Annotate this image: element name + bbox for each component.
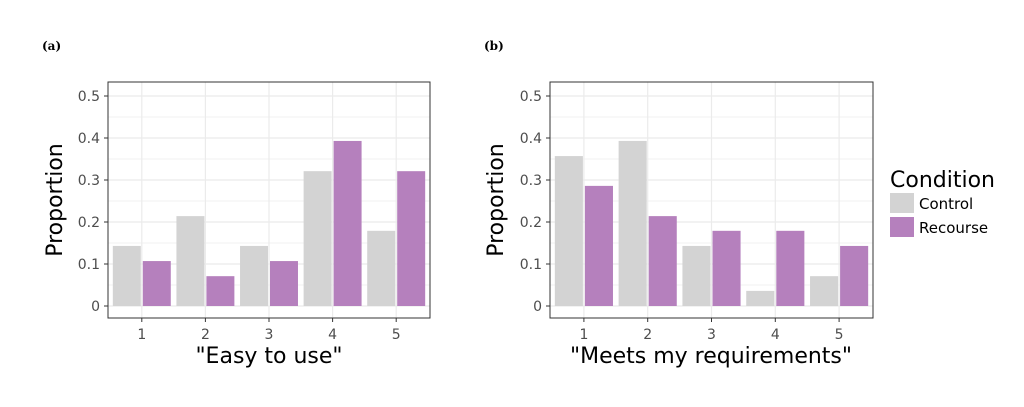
bar-recourse-2	[206, 276, 235, 306]
x-tick-label: 5	[392, 327, 401, 343]
bar-control-2	[176, 216, 205, 306]
y-axis-title: Proportion	[484, 143, 509, 257]
bar-recourse-3	[270, 261, 298, 306]
bar-recourse-1	[584, 185, 613, 306]
x-tick-label: 2	[643, 327, 652, 343]
x-axis-title: "Easy to use"	[195, 344, 342, 369]
y-tick-label: 0.2	[78, 215, 100, 231]
y-tick-label: 0.1	[78, 257, 100, 273]
plot-border	[549, 81, 874, 319]
y-tick-label: 0.1	[520, 257, 542, 273]
y-tick-label: 0.2	[520, 215, 542, 231]
bar-recourse-5	[840, 245, 869, 306]
x-tick-label: 4	[328, 327, 337, 343]
bar-control-4	[303, 171, 332, 306]
bar-control-3	[240, 245, 268, 306]
x-tick-label: 3	[265, 327, 274, 343]
bar-control-1	[112, 245, 141, 306]
x-tick-label: 1	[137, 327, 146, 343]
bar-control-5	[810, 276, 839, 306]
plot-border	[107, 81, 431, 319]
x-tick-label: 2	[201, 327, 210, 343]
bar-recourse-4	[333, 140, 362, 306]
legend-label-recourse: Recourse	[919, 219, 988, 237]
bar-recourse-5	[397, 171, 426, 306]
legend-swatch-control	[890, 193, 914, 213]
y-tick-label: 0.3	[520, 173, 542, 189]
y-tick-label: 0	[533, 299, 542, 315]
x-tick-label: 1	[579, 327, 588, 343]
bar-control-2	[618, 140, 647, 306]
x-tick-label: 3	[707, 327, 716, 343]
bar-control-5	[367, 230, 396, 306]
bar-recourse-1	[142, 261, 171, 306]
x-tick-label: 4	[771, 327, 780, 343]
panel-label: (a)	[42, 39, 61, 53]
legend-swatch-recourse	[890, 217, 914, 237]
x-tick-label: 5	[835, 327, 844, 343]
bar-recourse-3	[712, 230, 741, 306]
y-axis-title: Proportion	[43, 143, 68, 257]
y-tick-label: 0.4	[520, 131, 542, 147]
bar-control-3	[682, 245, 711, 306]
x-axis-title: "Meets my requirements"	[570, 344, 852, 369]
y-tick-label: 0.4	[78, 131, 100, 147]
y-tick-label: 0.3	[78, 173, 100, 189]
y-tick-label: 0.5	[78, 89, 100, 105]
legend-title: Condition	[890, 168, 995, 193]
chart-panel-a: (a) 0 0.1 0.2 0.3 0.4 0.5 1 2 3 4 5 "Easy to use" Pro…	[42, 39, 431, 369]
legend-label-control: Control	[919, 195, 973, 213]
bar-recourse-4	[776, 230, 805, 306]
legend: Condition Control Recourse	[890, 168, 995, 237]
bar-control-4	[746, 290, 775, 306]
chart-panel-b: (b) 0 0.1 0.2 0.3 0.4 0.5 1 2 3 4 5"Meets my requir…	[484, 39, 874, 369]
y-tick-label: 0	[91, 299, 100, 315]
panel-label: (b)	[484, 39, 504, 53]
y-tick-label: 0.5	[520, 89, 542, 105]
bar-recourse-2	[648, 216, 677, 306]
bar-control-1	[554, 156, 583, 306]
